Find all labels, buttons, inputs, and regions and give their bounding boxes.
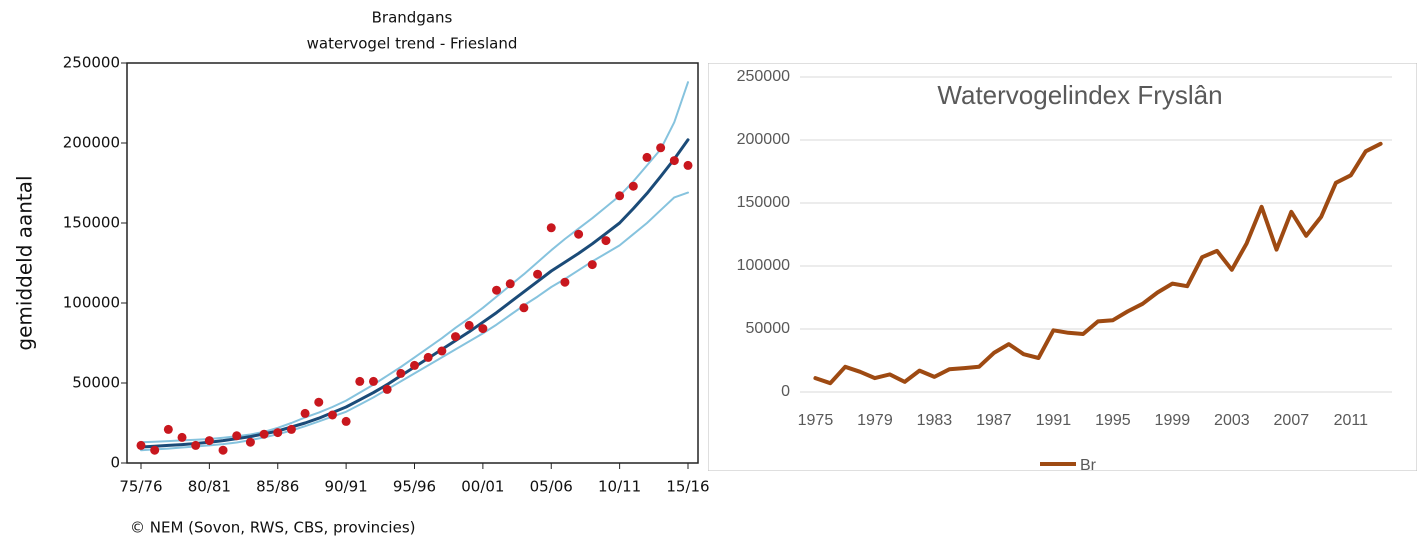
data-point — [273, 428, 283, 438]
data-point — [218, 445, 228, 455]
x-tick-label: 1991 — [1036, 412, 1072, 429]
data-point — [191, 440, 201, 450]
data-point — [136, 440, 146, 450]
data-point — [656, 143, 666, 153]
plot-frame — [126, 62, 699, 464]
x-tick-label: 1975 — [798, 412, 834, 429]
series-line — [813, 141, 1383, 386]
y-tick-label: 250000 — [63, 54, 120, 72]
index-chart: Watervogelindex Fryslân 0 50000 100000 1500… — [708, 63, 1417, 474]
data-point — [546, 223, 556, 233]
data-point — [314, 397, 324, 407]
x-tick-label: 85/86 — [256, 478, 299, 496]
y-tick-label: 0 — [781, 383, 790, 400]
x-tick-label: 00/01 — [461, 478, 504, 496]
data-point — [245, 437, 255, 447]
data-point — [560, 277, 570, 287]
source-note: © NEM (Sovon, RWS, CBS, provincies) — [130, 519, 415, 537]
x-tick-label: 2007 — [1274, 412, 1310, 429]
data-point — [642, 152, 652, 162]
x-tick-label: 10/11 — [598, 478, 641, 496]
data-point — [368, 376, 378, 386]
y-tick-label: 100000 — [63, 294, 120, 312]
data-point — [232, 431, 242, 441]
y-tick-label: 100000 — [737, 257, 790, 274]
data-point — [519, 303, 529, 313]
y-tick-label: 0 — [110, 454, 120, 472]
data-point — [587, 260, 597, 270]
x-tick-label: 1987 — [976, 412, 1012, 429]
y-axis-label: gemiddeld aantal — [13, 175, 37, 350]
chart-subtitle: watervogel trend - Friesland — [307, 35, 518, 53]
data-point — [341, 416, 351, 426]
data-point — [382, 384, 392, 394]
data-point — [683, 160, 693, 170]
chart-title: Brandgans — [372, 9, 453, 27]
y-tick-label: 50000 — [746, 320, 791, 337]
x-tick-label: 15/16 — [666, 478, 709, 496]
x-tick-label: 90/91 — [325, 478, 368, 496]
data-point — [574, 229, 584, 239]
data-point — [150, 445, 160, 455]
trend-trend — [139, 138, 690, 449]
data-point — [259, 429, 269, 439]
data-point — [163, 424, 173, 434]
chart-title: Watervogelindex Fryslân — [937, 80, 1222, 110]
x-tick-label: 95/96 — [393, 478, 436, 496]
data-point — [615, 191, 625, 201]
trend-chart: Brandgans watervogel trend - Friesland g… — [13, 9, 710, 537]
x-tick-label: 2003 — [1214, 412, 1250, 429]
x-tick-label: 75/76 — [119, 478, 162, 496]
data-point — [286, 424, 296, 434]
data-point — [423, 352, 433, 362]
data-point — [464, 320, 474, 330]
data-point — [628, 181, 638, 191]
x-tick-label: 1979 — [857, 412, 893, 429]
data-point — [478, 324, 488, 334]
data-point — [492, 285, 502, 295]
y-tick-label: 150000 — [737, 194, 790, 211]
data-point — [204, 436, 214, 446]
x-tick-label: 1983 — [917, 412, 953, 429]
chart-frame — [708, 63, 1417, 471]
data-point — [177, 432, 187, 442]
data-point — [505, 279, 515, 289]
x-tick-label: 05/06 — [530, 478, 573, 496]
data-point — [437, 346, 447, 356]
x-tick-label: 1999 — [1155, 412, 1191, 429]
y-tick-label: 50000 — [72, 374, 120, 392]
data-point — [533, 269, 543, 279]
y-tick-label: 150000 — [63, 214, 120, 232]
data-point — [396, 368, 406, 378]
x-tick-label: 80/81 — [188, 478, 231, 496]
data-point — [669, 156, 679, 166]
y-tick-label: 200000 — [63, 134, 120, 152]
data-point — [410, 360, 419, 370]
data-point — [355, 376, 365, 386]
data-point — [327, 410, 337, 420]
data-point — [451, 332, 461, 342]
data-point — [601, 236, 611, 246]
legend-label: Br — [1080, 457, 1097, 474]
y-tick-label: 250000 — [737, 68, 790, 85]
trend-band — [140, 191, 689, 452]
y-tick-label: 200000 — [737, 131, 790, 148]
data-point — [300, 408, 310, 418]
x-tick-label: 1995 — [1095, 412, 1131, 429]
x-tick-label: 2011 — [1334, 412, 1369, 429]
trend-band — [140, 81, 689, 444]
